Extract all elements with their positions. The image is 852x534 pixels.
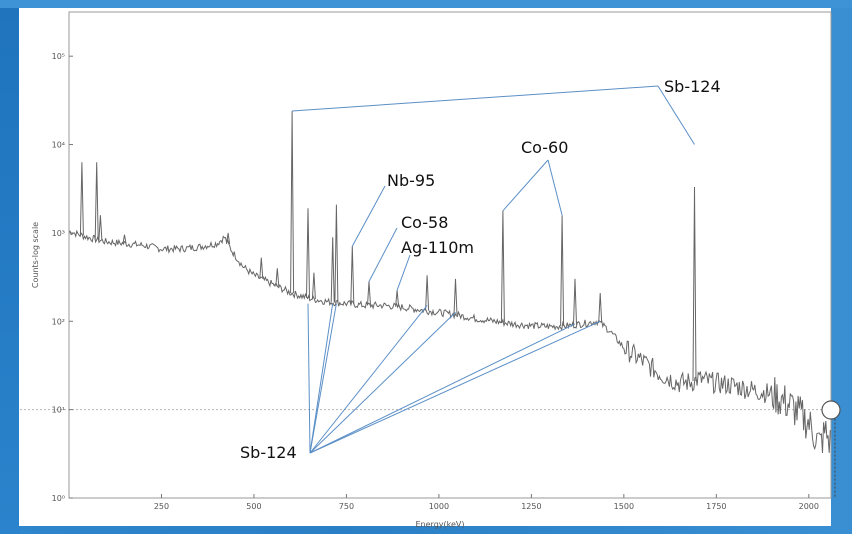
spectrum-peak bbox=[453, 278, 458, 315]
spectrum-peak bbox=[311, 272, 316, 300]
annotation-leader-line bbox=[292, 85, 659, 112]
plot-panel bbox=[19, 8, 831, 526]
y-tick-label: 10⁵ bbox=[52, 52, 65, 61]
annotation-leader-line bbox=[309, 303, 337, 454]
spectrum-peak bbox=[94, 162, 99, 240]
x-tick-label: 250 bbox=[154, 502, 169, 511]
spectrum-peak bbox=[573, 278, 577, 325]
annotation-leader-line bbox=[309, 305, 428, 454]
spectrum-peak bbox=[692, 186, 697, 382]
x-tick-label: 1000 bbox=[429, 502, 449, 511]
x-tick-label: 750 bbox=[339, 502, 354, 511]
annotation-leader-line bbox=[657, 85, 695, 145]
x-tick-label: 1500 bbox=[614, 502, 634, 511]
spectrum-peak bbox=[226, 232, 231, 245]
nuclide-annotation: Nb-95 bbox=[387, 171, 435, 190]
spectrum-peak bbox=[598, 292, 603, 324]
spectrum-peak bbox=[259, 257, 264, 279]
annotation-leader-line bbox=[502, 159, 549, 212]
spectrum-line bbox=[68, 229, 831, 454]
slide-top-edge bbox=[0, 0, 852, 8]
annotation-leader-line bbox=[309, 303, 334, 454]
nuclide-annotation: Co-60 bbox=[521, 138, 568, 157]
nuclide-annotation: Sb-124 bbox=[240, 443, 297, 462]
spectrum-peak bbox=[122, 234, 127, 244]
y-tick-label: 10² bbox=[52, 317, 65, 326]
x-tick-label: 1250 bbox=[521, 502, 541, 511]
zoom-handle[interactable] bbox=[821, 400, 841, 420]
annotation-leader-line bbox=[309, 320, 601, 454]
nuclide-annotation: Co-58 bbox=[401, 213, 448, 232]
plot-area-frame bbox=[68, 11, 832, 499]
x-tick-label: 2000 bbox=[799, 502, 819, 511]
annotation-leader-line bbox=[309, 323, 576, 454]
annotation-leader-line bbox=[309, 312, 456, 454]
x-tick-label: 500 bbox=[246, 502, 261, 511]
spectrum-peak bbox=[334, 204, 339, 303]
spectrum-peak bbox=[275, 268, 280, 287]
y-tick-label: 10⁴ bbox=[52, 141, 65, 150]
spectrum-peak bbox=[500, 210, 505, 323]
spectrum-peak bbox=[350, 246, 355, 305]
annotation-leader-line bbox=[547, 159, 563, 216]
x-axis-label: Energy(keV) bbox=[416, 520, 465, 529]
annotation-leader-line bbox=[368, 227, 398, 282]
spectrum-peak bbox=[98, 215, 103, 241]
spectrum-peak bbox=[367, 281, 371, 306]
spectrum-peak bbox=[560, 215, 565, 327]
x-tick-label: 1750 bbox=[706, 502, 726, 511]
nuclide-annotation: Sb-124 bbox=[664, 77, 721, 96]
annotation-leader-line bbox=[307, 303, 311, 454]
spectrum-peak bbox=[425, 275, 430, 311]
spectrum-peak bbox=[330, 237, 335, 303]
spectrum-peak bbox=[306, 208, 310, 298]
spectrum-peak bbox=[290, 110, 295, 294]
slide-left-edge bbox=[0, 0, 20, 534]
annotation-leader-line bbox=[351, 185, 386, 247]
y-tick-label: 10⁰ bbox=[52, 494, 65, 503]
annotation-leader-line bbox=[396, 254, 411, 291]
spectrum-peak bbox=[79, 162, 84, 236]
y-tick-label: 10³ bbox=[52, 229, 65, 238]
nuclide-annotation: Ag-110m bbox=[401, 238, 474, 257]
y-tick-label: 10¹ bbox=[52, 406, 65, 415]
y-axis-label: Counts-log scale bbox=[31, 222, 40, 288]
